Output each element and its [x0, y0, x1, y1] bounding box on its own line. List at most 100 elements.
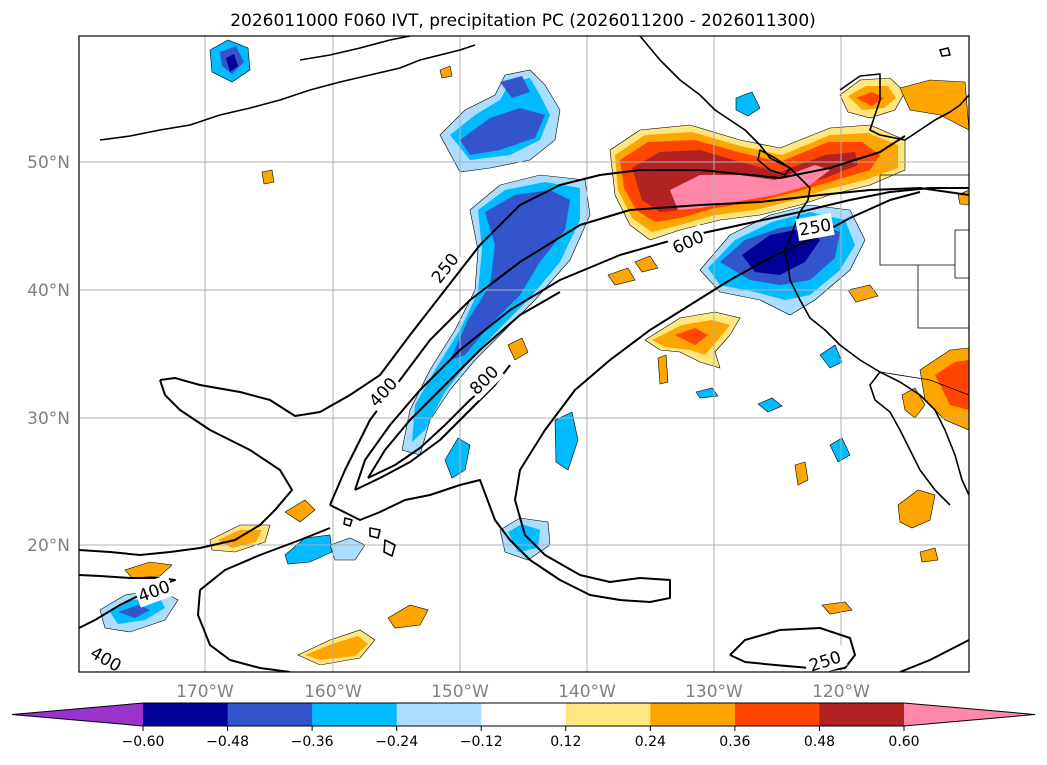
neg-blob-gulf-core2: [500, 76, 530, 98]
map-title: 2026011000 F060 IVT, precipitation PC (2…: [230, 11, 816, 31]
pos-blob-3-inner: [218, 530, 262, 548]
north-america-coastline: [639, 36, 969, 496]
ivt-contour-600-b: [354, 364, 511, 491]
lon-label-140w: 140°W: [558, 682, 616, 702]
lat-label-20n: 20°N: [27, 536, 70, 556]
ivt-contour-250-se-b: [729, 654, 811, 669]
colorbar-segment: [734, 703, 820, 726]
pos-blob-16: [261, 169, 275, 185]
colorbar-tick-label: −0.36: [291, 734, 334, 750]
ivt-contour-400-south-b: [199, 527, 331, 591]
colorbar-tick-label: −0.60: [122, 734, 165, 750]
neg-blob-bc: [735, 91, 761, 117]
colorbar: [11, 702, 1036, 727]
pos-blob-canada-core: [856, 92, 884, 106]
ivt-contour-250-se-c: [899, 639, 969, 672]
neg-blob-2: [444, 437, 471, 479]
alaska-peninsula: [299, 36, 411, 61]
lat-label-40n: 40°N: [27, 281, 70, 301]
neg-blob-gulf-core: [460, 108, 545, 155]
aleutian-islands: [99, 44, 476, 141]
hawaii-island-2: [369, 527, 381, 539]
ivt-contour-600: [354, 187, 969, 491]
colorbar-segment: [481, 703, 567, 726]
ivt-contour-250-b: [79, 379, 293, 556]
vancouver-island: [757, 149, 791, 176]
ivt-contours: [79, 135, 969, 672]
ivt-contour-250-se: [729, 627, 856, 672]
colorbar-segment: [565, 703, 651, 726]
us-mexico-border: [879, 371, 969, 396]
pos-blob-mexico-core: [935, 360, 969, 410]
lat-label-30n: 30°N: [27, 409, 70, 429]
neg-blob-hawaii-sw-core: [118, 605, 150, 618]
neg-blob-1: [554, 411, 579, 471]
lon-label-150w: 150°W: [431, 682, 489, 702]
map-gridlines: [79, 36, 969, 672]
latitude-labels: 50°N 40°N 30°N 20°N: [27, 153, 70, 556]
pos-blob-13: [821, 601, 853, 615]
colorbar-tick-label: 0.24: [635, 734, 666, 750]
colorbar-extend-high: [904, 703, 1035, 726]
colorbar-segment: [227, 703, 313, 726]
colorbar-tick-label: −0.12: [460, 734, 503, 750]
lon-label-120w: 120°W: [812, 682, 870, 702]
neg-blob-7: [757, 397, 783, 413]
pos-blob-6: [124, 561, 173, 579]
colorbar-tick-label: −0.48: [206, 734, 249, 750]
hawaii-island-1: [343, 517, 353, 527]
baja-coastline: [869, 371, 951, 506]
state-border-3: [954, 229, 969, 279]
pos-blob-15: [847, 284, 879, 303]
coastlines: [99, 36, 969, 557]
ivt-contour-400-south-c: [197, 589, 291, 672]
pos-blob-4-inner: [305, 636, 368, 660]
small-island: [939, 47, 951, 57]
colorbar-tick-label: 0.12: [550, 734, 581, 750]
ivt-contour-400-south: [79, 574, 176, 629]
pos-blob-11: [794, 461, 809, 486]
colorbar-segment: [396, 703, 482, 726]
colorbar-tick-label: 0.60: [888, 734, 919, 750]
pos-blob-2: [901, 387, 926, 419]
neg-blob-6: [829, 437, 851, 463]
neg-blob-8: [695, 387, 719, 399]
pos-blob-17: [439, 65, 453, 79]
negative-precip-areas: [99, 39, 866, 633]
neg-blob-baja: [819, 344, 843, 369]
pos-blob-12: [657, 354, 669, 385]
hawaii-island-3: [383, 539, 396, 557]
pos-blob-14: [919, 547, 939, 563]
pos-blob-7: [284, 499, 316, 523]
neg-blob-aleutian-center: [226, 54, 238, 72]
pos-blob-5: [387, 604, 429, 629]
neg-blob-5: [329, 537, 366, 561]
ivt-contour-800-b: [367, 377, 496, 479]
state-border-2: [917, 265, 969, 329]
colorbar-segment: [819, 703, 905, 726]
pos-blob-1: [897, 489, 936, 529]
colorbar-tick-label: −0.24: [375, 734, 418, 750]
lon-label-170w: 170°W: [176, 682, 234, 702]
colorbar-labels: −0.60 −0.48 −0.36 −0.24 −0.12 0.12 0.24 0.36 0.4…: [122, 726, 920, 750]
pos-blob-ne-corner: [899, 79, 969, 131]
colorbar-segment: [312, 703, 398, 726]
ivt-contour-800: [367, 291, 561, 479]
longitude-labels: 170°W 160°W 150°W 140°W 130°W 120°W: [176, 682, 870, 702]
ivt-contour-250-a: [159, 135, 906, 417]
neg-band-core: [450, 190, 570, 360]
canada-coast: [839, 73, 969, 141]
lat-label-50n: 50°N: [27, 153, 70, 173]
pos-blob-9: [607, 267, 636, 286]
lon-label-160w: 160°W: [304, 682, 362, 702]
colorbar-tick-label: 0.36: [719, 734, 750, 750]
ivt-contour-400-b: [329, 191, 921, 603]
map-frame: [78, 35, 970, 673]
colorbar-tick-label: 0.48: [804, 734, 835, 750]
colorbar-segment: [650, 703, 736, 726]
pos-blob-8: [507, 337, 529, 361]
colorbar-extend-low: [12, 703, 143, 726]
lon-label-130w: 130°W: [685, 682, 743, 702]
